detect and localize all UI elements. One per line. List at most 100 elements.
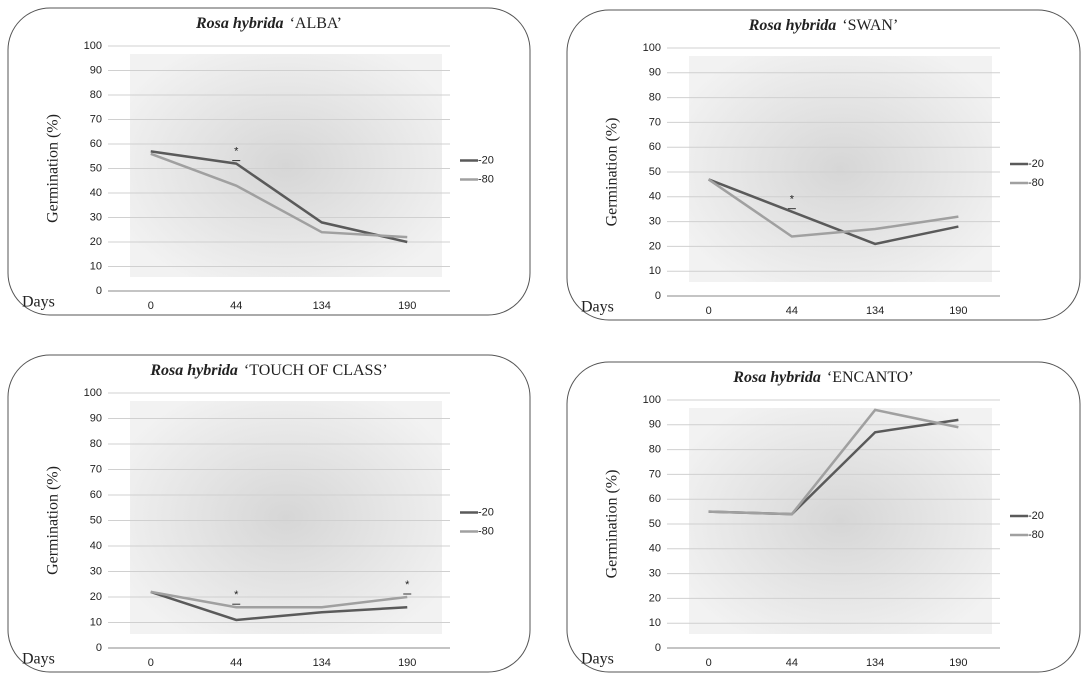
x-tick-label: 44 [786, 657, 798, 669]
series-line [150, 590, 408, 622]
title-species: Rosa hybrida [732, 369, 821, 386]
series-line [708, 408, 959, 516]
y-tick-label: 90 [649, 67, 661, 79]
x-tick-label: 134 [313, 300, 331, 312]
chart-title: Rosa hybrida ‘SWAN’ [748, 17, 899, 34]
y-tick-label: 70 [90, 113, 102, 125]
chart-title: Rosa hybrida ‘TOUCH OF CLASS’ [149, 362, 387, 379]
plot-background [689, 56, 992, 282]
legend-label: -20 [478, 506, 494, 518]
y-tick-label: 100 [84, 387, 102, 399]
y-tick-label: 50 [90, 514, 102, 526]
y-tick-label: 100 [84, 40, 102, 52]
y-tick-label: 40 [90, 187, 102, 199]
legend-label: -80 [1028, 177, 1044, 189]
y-tick-label: 90 [649, 419, 661, 431]
y-tick-label: 0 [96, 642, 102, 654]
legend-label: -20 [478, 154, 494, 166]
title-species: Rosa hybrida [195, 15, 284, 32]
x-tick-label: 0 [706, 305, 712, 317]
significance-marker: * [405, 579, 410, 591]
y-tick-label: 40 [90, 540, 102, 552]
x-axis-label: Days [581, 651, 614, 668]
plot-background [689, 408, 992, 634]
y-tick-label: 10 [90, 260, 102, 272]
y-tick-label: 10 [90, 616, 102, 628]
chart-title: Rosa hybrida ‘ENCANTO’ [732, 369, 913, 386]
series-line [150, 150, 408, 244]
title-cultivar: ‘TOUCH OF CLASS’ [244, 362, 388, 379]
y-tick-label: 0 [655, 290, 661, 302]
x-tick-label: 44 [786, 305, 798, 317]
y-tick-label: 50 [649, 518, 661, 530]
y-axis-label: Germination (%) [45, 466, 62, 575]
x-axis-label: Days [22, 651, 55, 668]
chart-title: Rosa hybrida ‘ALBA’ [195, 15, 342, 32]
y-tick-label: 80 [649, 444, 661, 456]
chart-panel: Rosa hybrida ‘ENCANTO’ 0 10 20 30 40 50 60 70 80 90… [566, 361, 1081, 673]
title-species: Rosa hybrida [149, 362, 238, 379]
y-tick-label: 50 [649, 166, 661, 178]
series-line [708, 178, 959, 246]
legend-label: -20 [1028, 158, 1044, 170]
x-tick-label: 0 [148, 657, 154, 669]
y-tick-label: 70 [649, 468, 661, 480]
title-cultivar: ‘ALBA’ [290, 15, 342, 32]
y-axis-label: Germination (%) [604, 470, 621, 579]
chart-panel: Rosa hybrida ‘SWAN’ 0 10 20 30 40 50 60 70 80 90 100… [566, 9, 1081, 321]
x-tick-label: 0 [706, 657, 712, 669]
plot-background [130, 54, 442, 277]
series-line [150, 590, 408, 609]
y-tick-label: 20 [649, 592, 661, 604]
x-tick-label: 44 [230, 657, 242, 669]
y-tick-label: 70 [649, 116, 661, 128]
y-tick-label: 80 [90, 89, 102, 101]
y-tick-label: 60 [90, 489, 102, 501]
title-species: Rosa hybrida [748, 17, 837, 34]
y-tick-label: 80 [649, 92, 661, 104]
y-tick-label: 30 [90, 565, 102, 577]
significance-marker: * [790, 194, 795, 206]
y-tick-label: 60 [649, 493, 661, 505]
legend-label: -20 [1028, 510, 1044, 522]
y-tick-label: 60 [90, 138, 102, 150]
x-tick-label: 134 [313, 657, 331, 669]
x-tick-label: 190 [949, 305, 967, 317]
y-tick-label: 70 [90, 463, 102, 475]
y-tick-label: 90 [90, 412, 102, 424]
x-tick-label: 134 [866, 305, 884, 317]
y-tick-label: 0 [96, 285, 102, 297]
series-line [707, 178, 959, 238]
legend-label: -80 [478, 525, 494, 537]
title-cultivar: ‘SWAN’ [842, 17, 898, 34]
y-tick-label: 0 [655, 642, 661, 654]
title-cultivar: ‘ENCANTO’ [827, 369, 914, 386]
significance-marker: * [234, 146, 239, 158]
chart-panel: Rosa hybrida ‘TOUCH OF CLASS’ 0 10 20 30 40 50 6… [7, 354, 531, 673]
x-tick-label: 190 [398, 300, 416, 312]
y-tick-label: 90 [90, 64, 102, 76]
y-tick-label: 30 [649, 216, 661, 228]
y-tick-label: 10 [649, 265, 661, 277]
legend-label: -80 [1028, 529, 1044, 541]
series-line [150, 152, 408, 239]
x-tick-label: 190 [398, 657, 416, 669]
x-tick-label: 0 [148, 300, 154, 312]
y-tick-label: 40 [649, 191, 661, 203]
plot-background [130, 401, 442, 634]
legend-label: -80 [478, 173, 494, 185]
x-tick-label: 44 [230, 300, 242, 312]
chart-panel: Rosa hybrida ‘ALBA’ 0 10 20 30 40 50 60 70 80 90 100… [7, 7, 531, 316]
y-tick-label: 30 [649, 568, 661, 580]
significance-marker: * [234, 589, 239, 601]
y-tick-label: 100 [643, 42, 661, 54]
y-tick-label: 20 [90, 591, 102, 603]
y-tick-label: 40 [649, 543, 661, 555]
y-tick-label: 20 [649, 240, 661, 252]
y-axis-label: Germination (%) [604, 118, 621, 227]
y-tick-label: 30 [90, 211, 102, 223]
x-axis-label: Days [22, 294, 55, 311]
y-tick-label: 20 [90, 236, 102, 248]
y-tick-label: 100 [643, 394, 661, 406]
